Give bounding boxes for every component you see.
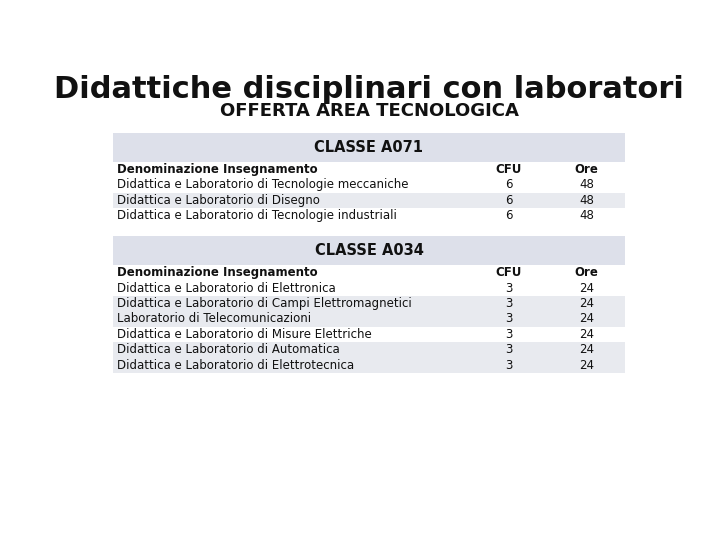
Text: Didattica e Laboratorio di Tecnologie meccaniche: Didattica e Laboratorio di Tecnologie me… bbox=[117, 178, 409, 191]
Text: 3: 3 bbox=[505, 328, 512, 341]
Text: 24: 24 bbox=[579, 328, 594, 341]
Text: Denominazione Insegnamento: Denominazione Insegnamento bbox=[117, 163, 318, 176]
FancyBboxPatch shape bbox=[113, 296, 625, 311]
Text: Didattica e Laboratorio di Elettrotecnica: Didattica e Laboratorio di Elettrotecnic… bbox=[117, 359, 354, 372]
FancyBboxPatch shape bbox=[113, 280, 625, 296]
Text: 48: 48 bbox=[579, 194, 594, 207]
Text: 24: 24 bbox=[579, 359, 594, 372]
Text: CFU: CFU bbox=[495, 266, 521, 279]
Text: Ore: Ore bbox=[575, 163, 598, 176]
Text: Didattica e Laboratorio di Tecnologie industriali: Didattica e Laboratorio di Tecnologie in… bbox=[117, 209, 397, 222]
FancyBboxPatch shape bbox=[113, 208, 625, 224]
FancyBboxPatch shape bbox=[113, 193, 625, 208]
Text: 3: 3 bbox=[505, 297, 512, 310]
Text: Didattica e Laboratorio di Campi Elettromagnetici: Didattica e Laboratorio di Campi Elettro… bbox=[117, 297, 412, 310]
Text: 3: 3 bbox=[505, 343, 512, 356]
Text: 48: 48 bbox=[579, 178, 594, 191]
Text: 6: 6 bbox=[505, 209, 512, 222]
FancyBboxPatch shape bbox=[113, 162, 625, 177]
FancyBboxPatch shape bbox=[113, 132, 625, 162]
Text: CLASSE A071: CLASSE A071 bbox=[315, 140, 423, 154]
FancyBboxPatch shape bbox=[113, 177, 625, 193]
Text: 3: 3 bbox=[505, 281, 512, 295]
Text: Laboratorio di Telecomunicazioni: Laboratorio di Telecomunicazioni bbox=[117, 313, 311, 326]
Text: Ore: Ore bbox=[575, 266, 598, 279]
Text: Didattica e Laboratorio di Misure Elettriche: Didattica e Laboratorio di Misure Elettr… bbox=[117, 328, 372, 341]
Text: 24: 24 bbox=[579, 281, 594, 295]
FancyBboxPatch shape bbox=[113, 265, 625, 280]
FancyBboxPatch shape bbox=[113, 327, 625, 342]
Text: 6: 6 bbox=[505, 178, 512, 191]
FancyBboxPatch shape bbox=[113, 342, 625, 357]
FancyBboxPatch shape bbox=[113, 236, 625, 265]
Text: 48: 48 bbox=[579, 209, 594, 222]
Text: 24: 24 bbox=[579, 297, 594, 310]
Text: Didattica e Laboratorio di Elettronica: Didattica e Laboratorio di Elettronica bbox=[117, 281, 336, 295]
Text: Didattica e Laboratorio di Automatica: Didattica e Laboratorio di Automatica bbox=[117, 343, 340, 356]
Text: 24: 24 bbox=[579, 313, 594, 326]
Text: 24: 24 bbox=[579, 343, 594, 356]
Text: 3: 3 bbox=[505, 359, 512, 372]
Text: CLASSE A034: CLASSE A034 bbox=[315, 243, 423, 258]
FancyBboxPatch shape bbox=[113, 357, 625, 373]
Text: 6: 6 bbox=[505, 194, 512, 207]
Text: Denominazione Insegnamento: Denominazione Insegnamento bbox=[117, 266, 318, 279]
Text: CFU: CFU bbox=[495, 163, 521, 176]
Text: Didattiche disciplinari con laboratori: Didattiche disciplinari con laboratori bbox=[54, 75, 684, 104]
Text: OFFERTA AREA TECNOLOGICA: OFFERTA AREA TECNOLOGICA bbox=[220, 102, 518, 120]
FancyBboxPatch shape bbox=[113, 311, 625, 327]
Text: Didattica e Laboratorio di Disegno: Didattica e Laboratorio di Disegno bbox=[117, 194, 320, 207]
Text: 3: 3 bbox=[505, 313, 512, 326]
